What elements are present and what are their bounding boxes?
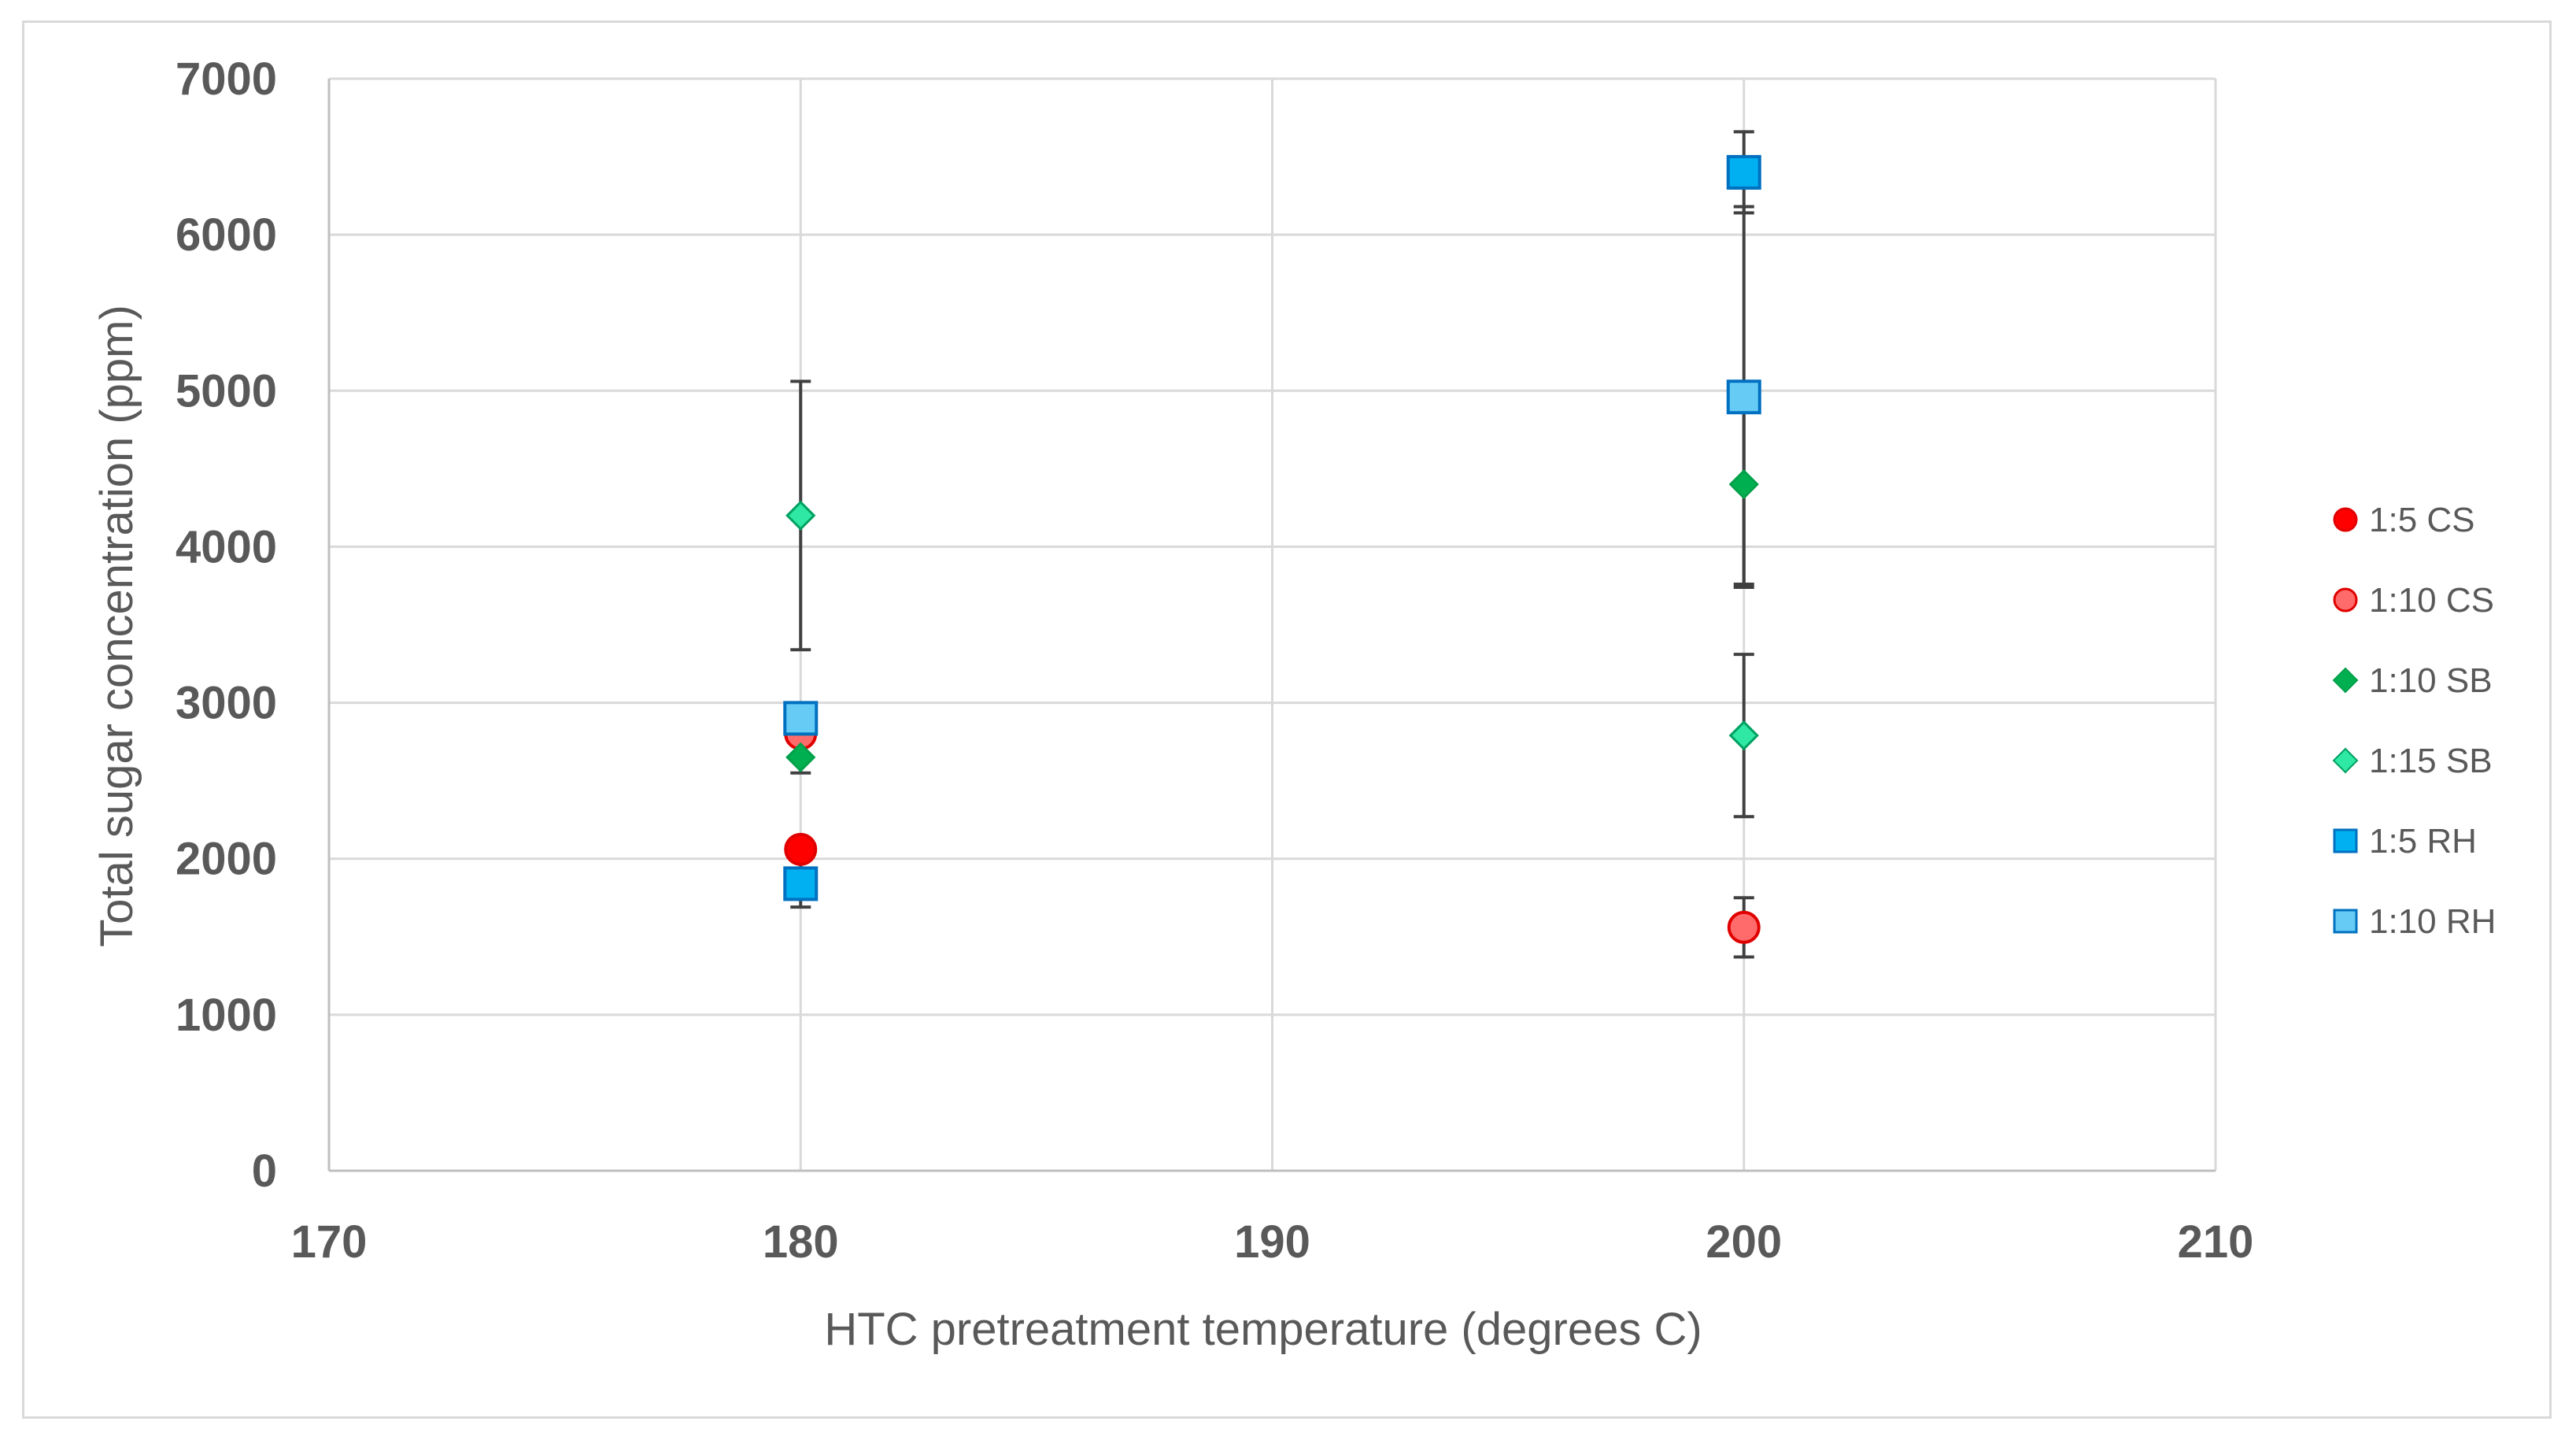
legend-marker <box>2333 507 2358 532</box>
chart-frame <box>22 20 2552 1419</box>
x-tick-label: 190 <box>1234 1216 1310 1268</box>
axes <box>327 79 2216 1172</box>
legend-label: 1:5 RH <box>2369 822 2477 861</box>
legend-marker <box>2332 747 2359 774</box>
y-tick-label: 6000 <box>176 209 277 261</box>
data-point <box>785 742 816 773</box>
legend-entry: 1:5 RH <box>2333 822 2477 861</box>
data-point <box>1726 154 1761 190</box>
x-tick-label: 180 <box>763 1216 839 1268</box>
legend-label: 1:10 SB <box>2369 661 2493 700</box>
y-tick-label: 0 <box>252 1146 277 1197</box>
y-tick-label: 5000 <box>176 365 277 416</box>
legend-label: 1:10 CS <box>2369 581 2494 620</box>
x-tick-label: 200 <box>1706 1216 1782 1268</box>
legend-marker <box>2333 828 2358 853</box>
y-tick-label: 7000 <box>176 54 277 105</box>
data-point <box>1726 379 1761 415</box>
x-tick-label: 170 <box>291 1216 368 1268</box>
data-point <box>1728 469 1759 500</box>
x-axis-title: HTC pretreatment temperature (degrees C) <box>824 1304 1702 1355</box>
legend: 1:5 CS 1:10 CS 1:10 SB 1:15 SB 1:5 RH 1:10 RH <box>2332 501 2496 941</box>
legend-entry: 1:15 SB <box>2332 742 2493 780</box>
y-tick-label: 3000 <box>176 678 277 729</box>
grid-lines <box>329 77 2217 1171</box>
legend-entry: 1:10 SB <box>2332 661 2493 700</box>
legend-label: 1:10 RH <box>2369 902 2496 941</box>
legend-entry: 1:5 CS <box>2333 501 2475 539</box>
data-point <box>784 832 818 866</box>
data-point <box>1728 720 1759 751</box>
legend-marker <box>2333 587 2358 613</box>
legend-marker <box>2333 909 2358 934</box>
data-point <box>1727 910 1761 944</box>
legend-label: 1:5 CS <box>2369 501 2475 539</box>
data-point <box>785 500 816 531</box>
legend-entry: 1:10 CS <box>2333 581 2494 620</box>
y-tick-label: 1000 <box>176 990 277 1041</box>
tick-labels: 0 1000 2000 3000 4000 5000 6000 7000 170 180 190 20… <box>176 54 2253 1268</box>
data-point <box>783 866 819 901</box>
data-point <box>783 701 819 736</box>
y-axis-title: Total sugar concentration (ppm) <box>91 305 142 947</box>
legend-entry: 1:10 RH <box>2333 902 2496 941</box>
x-tick-label: 210 <box>2178 1216 2254 1268</box>
y-tick-label: 4000 <box>176 521 277 572</box>
legend-marker <box>2332 667 2359 694</box>
legend-label: 1:15 SB <box>2369 742 2493 780</box>
data-points <box>783 154 1761 944</box>
y-tick-label: 2000 <box>176 834 277 885</box>
